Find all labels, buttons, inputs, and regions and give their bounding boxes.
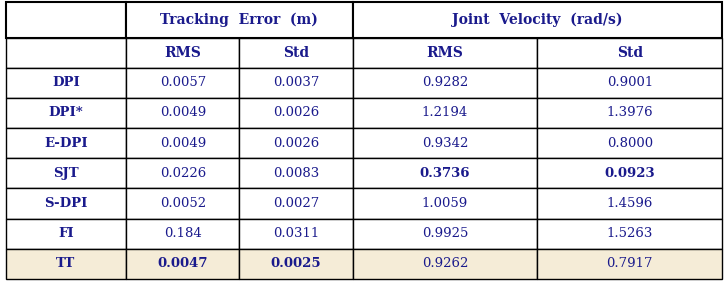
Text: 0.0049: 0.0049 — [159, 136, 206, 150]
Bar — [240, 128, 352, 158]
Text: 0.184: 0.184 — [164, 227, 202, 240]
Bar — [6, 38, 126, 68]
Bar — [6, 188, 126, 219]
Bar — [352, 128, 537, 158]
Text: Joint  Velocity  (rad/s): Joint Velocity (rad/s) — [452, 13, 622, 27]
Bar — [352, 2, 722, 38]
Text: RMS: RMS — [165, 46, 201, 60]
Bar — [126, 188, 240, 219]
Bar — [126, 249, 240, 279]
Bar — [240, 188, 352, 219]
Bar — [126, 68, 240, 98]
Text: 0.0027: 0.0027 — [273, 197, 319, 210]
Bar — [537, 38, 722, 68]
Text: 0.9001: 0.9001 — [606, 76, 653, 89]
Text: 0.7917: 0.7917 — [606, 257, 653, 270]
Text: 0.8000: 0.8000 — [606, 136, 653, 150]
Bar — [126, 128, 240, 158]
Text: 0.0049: 0.0049 — [159, 106, 206, 120]
Bar — [6, 68, 126, 98]
Text: 0.0052: 0.0052 — [159, 197, 206, 210]
Text: 0.9342: 0.9342 — [422, 136, 468, 150]
Text: 0.0026: 0.0026 — [273, 106, 319, 120]
Text: S-DPI: S-DPI — [44, 197, 87, 210]
Text: 1.2194: 1.2194 — [422, 106, 468, 120]
Bar — [6, 98, 126, 128]
Text: 0.0311: 0.0311 — [273, 227, 319, 240]
Text: E-DPI: E-DPI — [44, 136, 88, 150]
Text: DPI*: DPI* — [49, 106, 84, 120]
Bar — [537, 249, 722, 279]
Bar — [240, 158, 352, 188]
Text: 1.5263: 1.5263 — [606, 227, 653, 240]
Bar — [537, 68, 722, 98]
Bar — [240, 68, 352, 98]
Bar — [240, 38, 352, 68]
Bar — [126, 38, 240, 68]
Text: 0.0923: 0.0923 — [604, 167, 655, 180]
Bar — [537, 188, 722, 219]
Text: 1.3976: 1.3976 — [606, 106, 653, 120]
Bar — [126, 2, 352, 38]
Text: FI: FI — [58, 227, 74, 240]
Bar — [352, 249, 537, 279]
Text: TT: TT — [56, 257, 76, 270]
Text: 0.9282: 0.9282 — [422, 76, 468, 89]
Bar — [6, 249, 126, 279]
Text: Std: Std — [283, 46, 309, 60]
Bar — [240, 98, 352, 128]
Bar — [352, 38, 537, 68]
Bar — [6, 219, 126, 249]
Text: 0.0047: 0.0047 — [157, 257, 208, 270]
Bar — [240, 219, 352, 249]
Text: 0.0057: 0.0057 — [159, 76, 206, 89]
Bar — [6, 158, 126, 188]
Text: 0.0025: 0.0025 — [271, 257, 321, 270]
Bar — [352, 219, 537, 249]
Text: 1.0059: 1.0059 — [422, 197, 468, 210]
Text: Tracking  Error  (m): Tracking Error (m) — [160, 13, 318, 27]
Bar — [6, 2, 126, 38]
Bar — [126, 158, 240, 188]
Bar — [352, 188, 537, 219]
Bar — [126, 98, 240, 128]
Text: 0.9925: 0.9925 — [422, 227, 468, 240]
Text: 0.0226: 0.0226 — [159, 167, 206, 180]
Bar — [537, 219, 722, 249]
Bar — [537, 128, 722, 158]
Bar — [352, 68, 537, 98]
Text: 0.0026: 0.0026 — [273, 136, 319, 150]
Text: 0.0037: 0.0037 — [273, 76, 319, 89]
Text: 1.4596: 1.4596 — [606, 197, 653, 210]
Bar — [126, 219, 240, 249]
Text: 0.3736: 0.3736 — [420, 167, 470, 180]
Bar — [352, 158, 537, 188]
Bar — [6, 128, 126, 158]
Text: DPI: DPI — [52, 76, 80, 89]
Bar — [240, 249, 352, 279]
Bar — [537, 98, 722, 128]
Text: SJT: SJT — [53, 167, 79, 180]
Text: Std: Std — [617, 46, 643, 60]
Text: 0.0083: 0.0083 — [273, 167, 319, 180]
Bar — [537, 158, 722, 188]
Text: RMS: RMS — [427, 46, 464, 60]
Bar — [352, 98, 537, 128]
Text: 0.9262: 0.9262 — [422, 257, 468, 270]
